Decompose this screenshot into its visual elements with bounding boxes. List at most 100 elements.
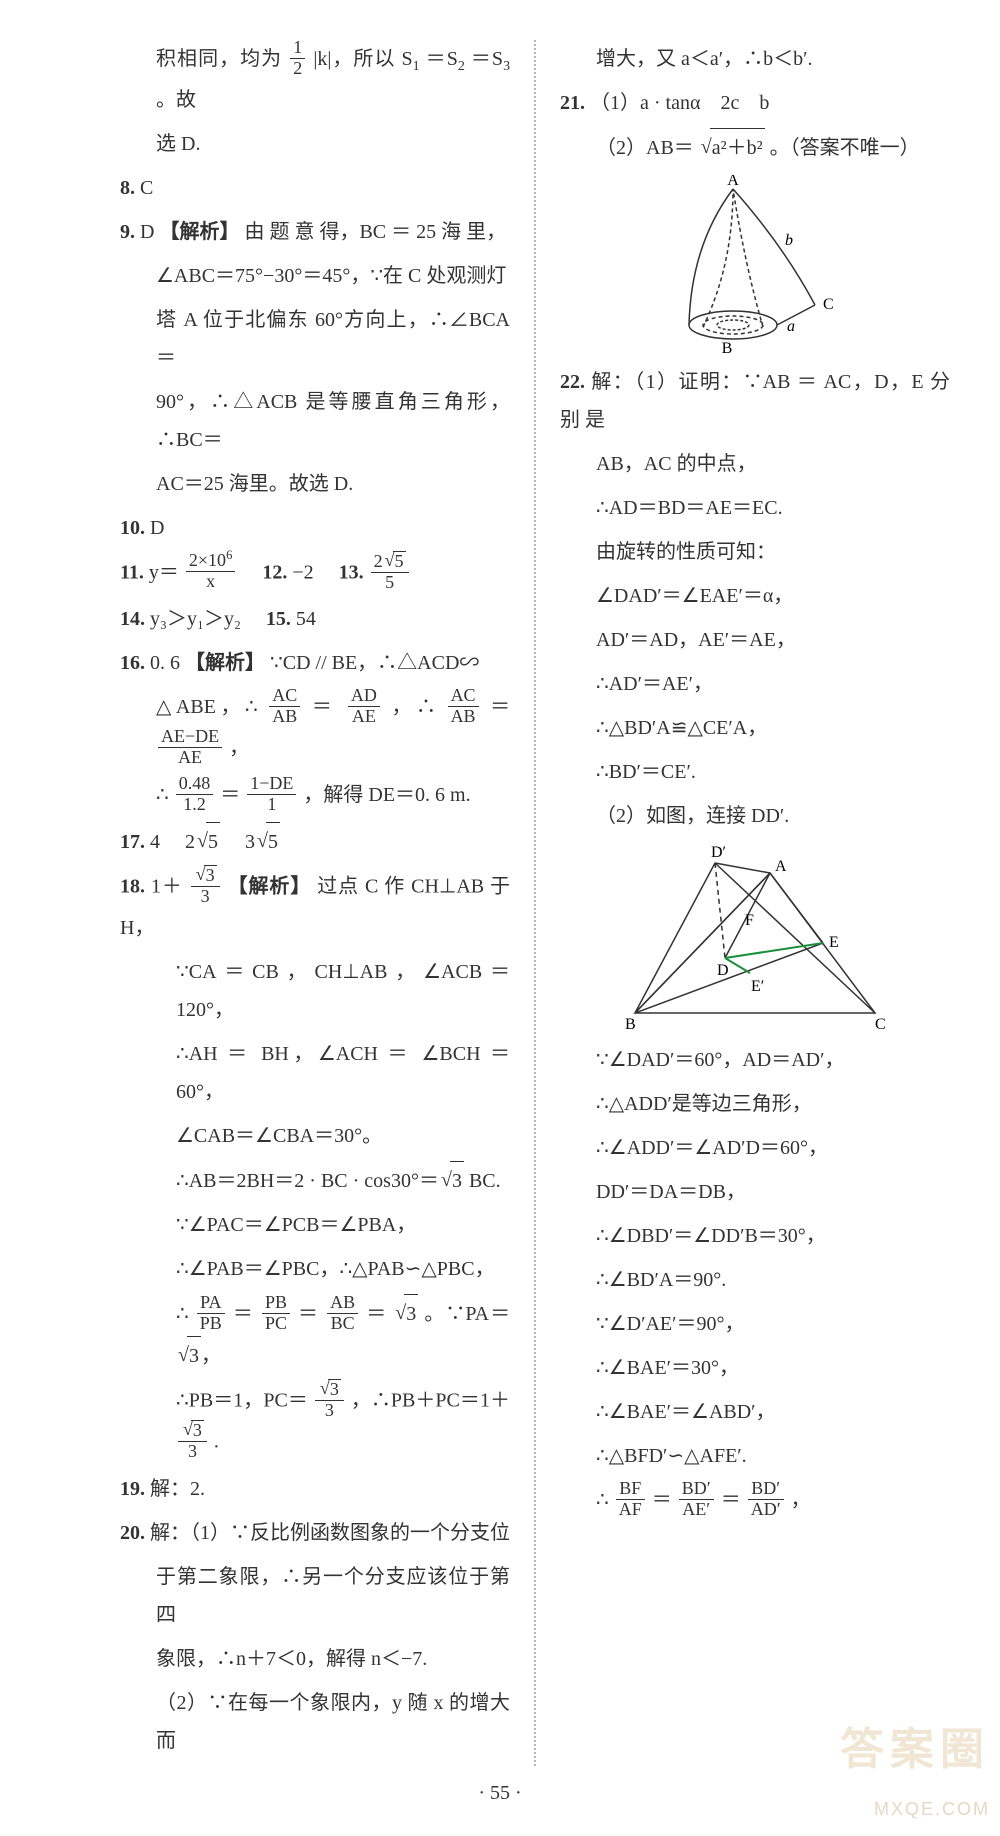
sqrt-icon: 3 [176,1336,201,1375]
q11-pre: y＝ [149,561,179,583]
q14-ans: y₃＞y₁＞y₂ [150,608,241,630]
sqrt-icon: 5 [195,822,220,861]
q19-ans: 解：2. [150,1478,205,1500]
q16-ans: 0. 6 [150,652,180,674]
q19-num: 19. [120,1478,145,1500]
eq: ＝ [366,1303,387,1325]
q8-ans: C [140,177,153,199]
f: ADAE [348,686,380,727]
f: PAPB [197,1293,225,1334]
q20-l2: 于第二象限，∴另一个分支应该位于第四 [120,1558,510,1634]
q20-l1: 解：（1）∵反比例函数图象的一个分支位 [150,1522,510,1544]
q9: 9. D 【解析】 由 题 意 得，BC ＝ 25 海 里， [120,213,510,251]
q22-p6: AD′＝AD，AE′＝AE， [560,621,950,659]
q10-ans: D [150,517,164,539]
q22-p11: ∵∠DAD′＝60°，AD＝AD′， [560,1041,950,1079]
q17: 17. 4 25 35 [120,822,510,861]
t: ，∴PB＋PC＝1＋ [351,1389,510,1411]
q18: 18. 1＋ 3 3 【解析】 过点 C 作 CH⊥AB 于 H， [120,867,510,947]
q21-p2: （2）AB＝ a²＋b² 。（答案不唯一） [560,128,950,167]
text: ＝S [471,48,503,70]
t: △ABE，∴ [156,696,258,718]
q18-l7: ∴∠PAB＝∠PBC，∴△PAB∽△PBC， [120,1250,510,1288]
q22: 22. 解：（1）证明：∵AB ＝ AC，D，E 分 别 是 [560,363,950,439]
eq: ＝ [233,1303,254,1325]
eq: ＝ [220,784,240,806]
q22-p12: ∴△ADD′是等边三角形， [560,1085,950,1123]
f: PBPC [262,1293,290,1334]
q10-num: 10. [120,517,145,539]
q13-rad: 5 [393,551,406,572]
sqrt-icon: a²＋b² [699,128,765,167]
q22-p15: ∴∠DBD′＝∠DD′B＝30°， [560,1217,950,1255]
q15-num: 15. [266,608,291,630]
q22-p4: 由旋转的性质可知： [560,533,950,571]
q11-exp: 6 [226,548,232,562]
t: BC. [464,1170,501,1192]
q13-num: 13. [339,561,364,583]
watermark: 答案圈 MXQE.COM [840,1708,990,1826]
q11-13-row: 11. y＝ 2×106 x 12. −2 13. 25 5 [120,553,510,595]
figure-triangle: D′ A F E D E′ B C [615,843,895,1033]
text: ＝S [426,48,458,70]
q22-p19: ∴∠BAE′＝∠ABD′， [560,1393,950,1431]
text: 。故 [156,89,196,111]
coef: 3 [245,831,255,853]
q9-l4: 90°，∴△ACB 是等腰直角三角形，∴BC＝ [120,383,510,459]
f: 3 3 [315,1379,344,1421]
t: 。∵PA＝ [424,1303,510,1325]
q7-continuation-2: 选 D. [120,125,510,163]
eq: ＝ [298,1303,319,1325]
t: （2）AB＝ [596,137,694,159]
f: BD′AE′ [679,1479,714,1520]
sqrt-icon: 3 [439,1161,464,1200]
q22-p18: ∴∠BAE′＝30°， [560,1349,950,1387]
coef: 2 [185,831,195,853]
sqrt-icon: 5 [255,822,280,861]
q14-15-row: 14. y₃＞y₁＞y₂ 15. 54 [120,600,510,638]
q11-frac: 2×106 x [186,551,235,592]
t: ， [229,737,249,759]
q11-den: x [186,572,235,592]
q22-p10: （2）如图，连接 DD′. [560,797,950,835]
page-number: · 55 · [40,1774,960,1812]
label-C: C [875,1016,886,1033]
q16-l1: ∵CD // BE，∴△ACD∽ [270,652,479,674]
label-B: B [625,1016,636,1033]
q18-l5: ∴AB＝2BH＝2 · BC · cos30°＝3 BC. [120,1161,510,1200]
q17-a1: 4 [150,831,160,853]
left-column: 积相同，均为 12 |k|，所以 S1 ＝S2 ＝S3 。故 选 D. 8. C… [40,40,530,1766]
q13-den: 5 [371,573,409,593]
q20-l4: （2）∵在每一个象限内，y 随 x 的增大而 [120,1684,510,1760]
t: ∴AB＝2BH＝2 · BC · cos30°＝ [176,1170,439,1192]
eq: ＝ [490,696,510,718]
page: 积相同，均为 12 |k|，所以 S1 ＝S2 ＝S3 。故 选 D. 8. C… [0,0,1000,1836]
label-Dp: D′ [711,844,726,861]
label-Ep: E′ [751,978,764,995]
q18-l8: ∴ PAPB ＝ PBPC ＝ ABBC ＝ 3 。∵PA＝3， [120,1294,510,1375]
q22-p7: ∴AD′＝AE′， [560,665,950,703]
right-column: 增大，又 a＜a′，∴b＜b′. 21. （1）a · tanα 2c b （2… [540,40,960,1766]
watermark-line1: 答案圈 [840,1708,990,1792]
q9-tag: 【解析】 [159,221,239,243]
t: ∴PB＝1，PC＝ [176,1389,308,1411]
label-A: A [775,858,787,875]
t: . [214,1431,219,1453]
q8: 8. C [120,169,510,207]
f: ABBC [327,1293,358,1334]
q12-num: 12. [262,561,287,583]
q15-ans: 54 [296,608,316,630]
eq: ＝ [312,696,337,718]
t: ， [201,1345,221,1367]
figure-cone: A B C b a [665,175,845,355]
sqrt-icon: 3 [393,1294,418,1333]
q20-l3: 象限，∴n＋7＜0，解得 n＜−7. [120,1640,510,1678]
q9-num: 9. [120,221,135,243]
q9-ans: D [140,221,154,243]
label-F: F [745,912,754,929]
t: ∴ [156,784,169,806]
q22-p8: ∴△BD′A≌△CE′A， [560,709,950,747]
label-E: E [829,934,839,951]
fraction-half: 12 [290,38,305,79]
q22-p3: ∴AD＝BD＝AE＝EC. [560,489,950,527]
